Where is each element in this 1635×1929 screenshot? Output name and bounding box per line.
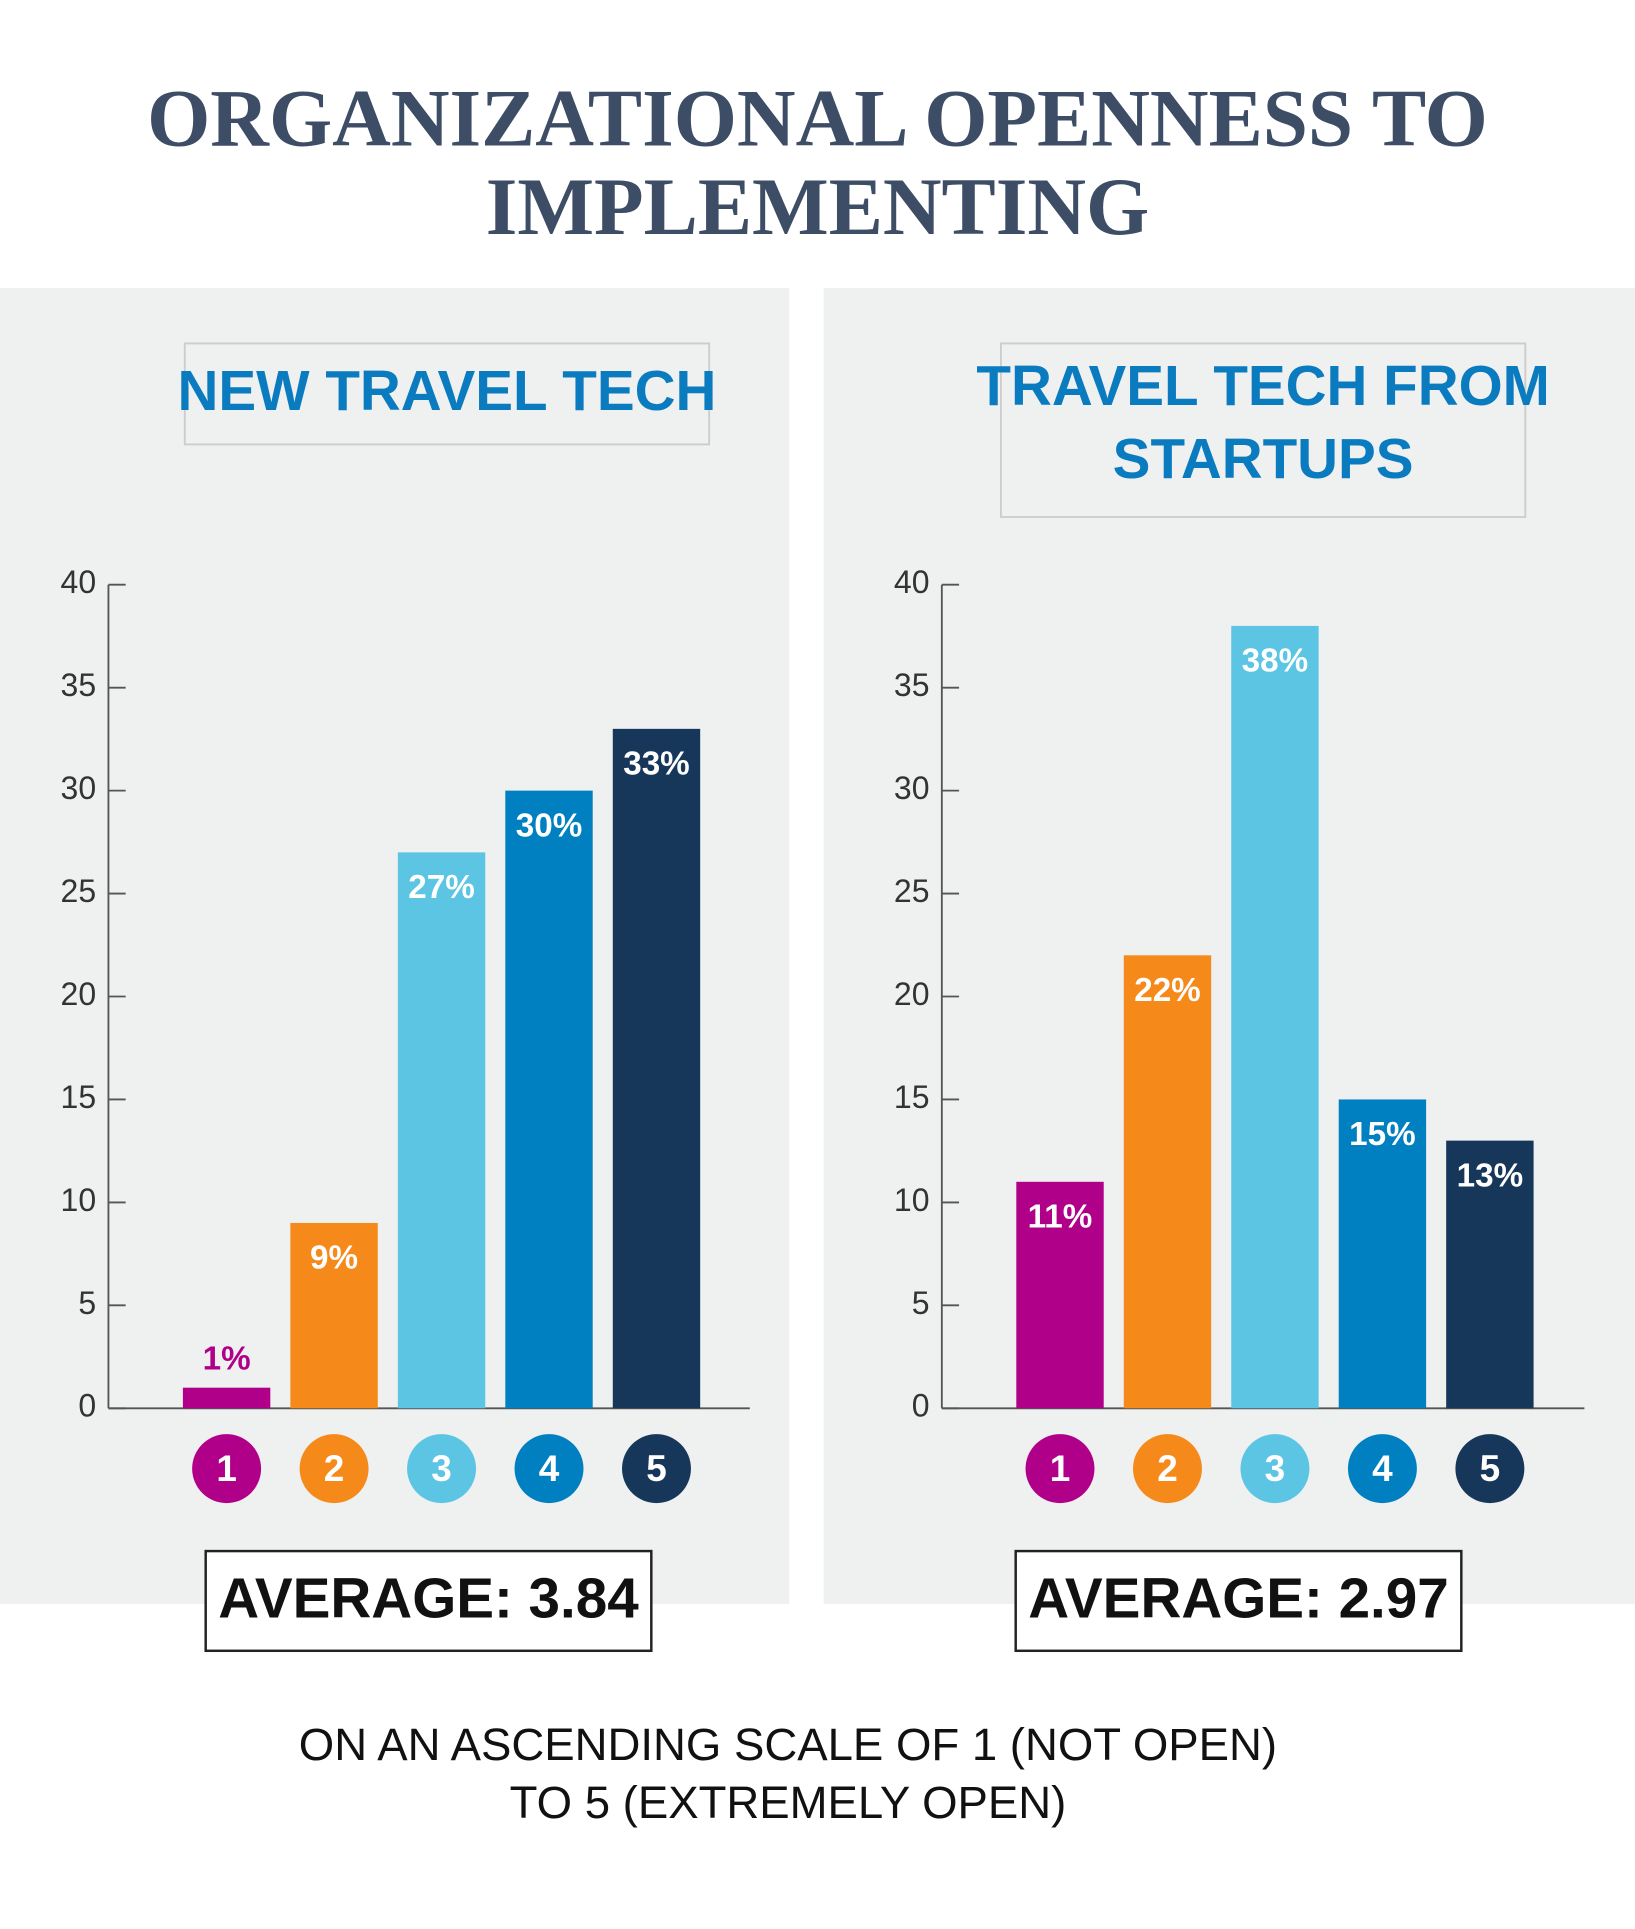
y-tick-label: 5 (912, 1285, 930, 1321)
value-label: 30% (516, 807, 583, 844)
y-tick-label: 30 (61, 770, 97, 806)
category-marker (192, 1434, 262, 1504)
category-marker (1025, 1434, 1095, 1504)
category-marker (514, 1434, 584, 1504)
bar (1338, 1099, 1427, 1409)
value-label: 15% (1349, 1116, 1416, 1153)
x-tick-label: 3 (1265, 1448, 1286, 1489)
bar (182, 1387, 271, 1409)
y-tick-label: 0 (78, 1388, 96, 1424)
x-tick-label: 2 (1157, 1448, 1178, 1489)
x-tick-label: 5 (1480, 1448, 1501, 1489)
chart-title: NEW TRAVEL TECH (178, 359, 717, 422)
bar (1123, 955, 1212, 1409)
x-tick-label: 4 (1372, 1448, 1393, 1489)
bar (505, 790, 593, 1409)
title-box (999, 342, 1527, 518)
bar (1446, 1140, 1534, 1409)
value-label: 11% (1028, 1199, 1093, 1236)
average-box (204, 1549, 653, 1653)
y-tick-label: 15 (894, 1079, 930, 1115)
y-tick-label: 20 (894, 976, 930, 1012)
footnote: ON AN ASCENDING SCALE OF 1 (NOT OPEN) (299, 1719, 1277, 1770)
y-tick-label: 10 (894, 1182, 930, 1218)
value-label: 27% (408, 869, 475, 906)
y-tick-label: 20 (61, 976, 97, 1012)
value-label: 38% (1242, 643, 1309, 680)
bar (397, 852, 486, 1409)
category-marker (1455, 1434, 1525, 1504)
average-box (1014, 1549, 1463, 1653)
bar (612, 728, 701, 1409)
x-tick-label: 4 (539, 1448, 560, 1489)
y-tick-label: 35 (894, 667, 930, 703)
title: IMPLEMENTING (486, 162, 1149, 252)
chart-title: TRAVEL TECH FROM (976, 354, 1549, 417)
footnote: TO 5 (EXTREMELY OPEN) (510, 1777, 1067, 1828)
title: ORGANIZATIONAL OPENNESS TO (147, 73, 1488, 163)
chart-title: STARTUPS (1113, 427, 1414, 490)
category-marker (407, 1434, 477, 1504)
y-tick-label: 10 (61, 1182, 97, 1218)
average: AVERAGE: 3.84 (218, 1567, 639, 1630)
title-box (183, 342, 711, 446)
bar (1016, 1181, 1104, 1409)
y-tick-label: 15 (61, 1079, 97, 1115)
y-tick-label: 35 (61, 667, 97, 703)
y-tick-label: 40 (894, 564, 930, 600)
y-tick-label: 5 (78, 1285, 96, 1321)
category-marker (1240, 1434, 1310, 1504)
category-marker (1133, 1434, 1202, 1504)
bar (290, 1222, 378, 1409)
value-label: 13% (1457, 1157, 1524, 1194)
x-tick-label: 1 (216, 1448, 237, 1489)
y-tick-label: 30 (894, 770, 930, 806)
x-tick-label: 1 (1050, 1448, 1071, 1489)
x-tick-label: 5 (646, 1448, 667, 1489)
category-marker (622, 1434, 691, 1504)
value-label: 22% (1134, 972, 1201, 1009)
y-tick-label: 25 (61, 873, 97, 909)
value-label: 1% (203, 1340, 251, 1377)
y-tick-label: 0 (912, 1388, 930, 1424)
category-marker (1347, 1434, 1417, 1504)
y-tick-label: 25 (894, 873, 930, 909)
y-tick-label: 40 (61, 564, 97, 600)
bar (1231, 625, 1319, 1409)
average: AVERAGE: 2.97 (1028, 1567, 1449, 1630)
x-tick-label: 2 (324, 1448, 345, 1489)
value-label: 33% (623, 746, 690, 783)
category-marker (299, 1434, 369, 1504)
x-tick-label: 3 (431, 1448, 452, 1489)
value-label: 9% (310, 1240, 358, 1277)
